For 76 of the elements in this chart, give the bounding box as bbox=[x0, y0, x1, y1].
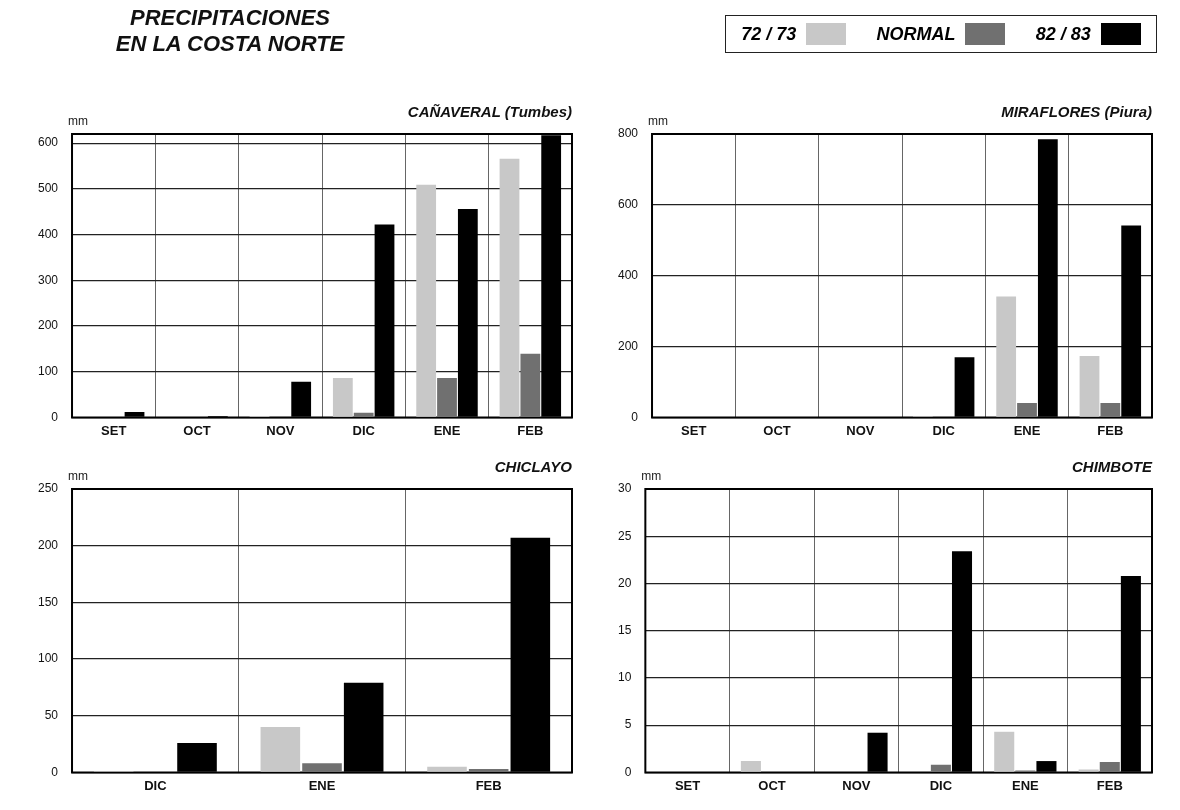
bar bbox=[1099, 762, 1120, 772]
x-tick-label: DIC bbox=[932, 422, 956, 438]
y-tick-label: 400 bbox=[617, 268, 639, 283]
x-tick-label: NOV bbox=[266, 422, 295, 438]
bar bbox=[302, 763, 342, 772]
x-tick-label: FEB bbox=[1096, 777, 1123, 793]
y-tick-label: 200 bbox=[37, 537, 59, 552]
y-axis-title: mm bbox=[68, 469, 89, 484]
y-tick-label: 0 bbox=[51, 409, 59, 424]
bar bbox=[930, 764, 951, 772]
bar bbox=[994, 731, 1015, 772]
legend-label: 72 / 73 bbox=[741, 23, 797, 45]
bar bbox=[416, 184, 437, 417]
x-tick-label: OCT bbox=[758, 777, 786, 793]
y-axis-title: mm bbox=[648, 114, 669, 129]
y-tick-label: 0 bbox=[51, 764, 59, 779]
bar bbox=[740, 761, 761, 772]
y-tick-label: 10 bbox=[617, 670, 632, 685]
y-tick-label: 300 bbox=[37, 272, 59, 287]
y-tick-label: 600 bbox=[37, 135, 59, 150]
x-tick-label: NOV bbox=[842, 777, 871, 793]
x-tick-label: ENE bbox=[1013, 422, 1041, 438]
y-tick-label: 500 bbox=[37, 181, 59, 196]
chart-title: CHIMBOTE bbox=[1072, 458, 1153, 476]
y-axis-title: mm bbox=[68, 114, 89, 129]
chart-subtitle: CAÑAVERAL (Tumbes) bbox=[407, 103, 572, 121]
legend-label: 82 / 83 bbox=[1035, 23, 1091, 45]
bar bbox=[427, 766, 467, 772]
chart-title: CHICLAYO bbox=[494, 458, 573, 476]
bar bbox=[260, 727, 301, 772]
x-tick-label: NOV bbox=[846, 422, 875, 438]
x-tick-label: DIC bbox=[352, 422, 376, 438]
x-tick-label: DIC bbox=[144, 777, 168, 793]
bar bbox=[520, 353, 541, 417]
bar bbox=[437, 378, 457, 417]
y-tick-label: 50 bbox=[44, 708, 59, 723]
chart-title: MIRAFLORES (Piura) bbox=[1001, 103, 1152, 121]
x-tick-label: SET bbox=[674, 777, 701, 793]
x-tick-label: SET bbox=[101, 422, 127, 438]
y-tick-label: 100 bbox=[37, 364, 59, 378]
x-tick-label: ENE bbox=[433, 422, 461, 438]
bar bbox=[332, 378, 353, 417]
x-tick-label: DIC bbox=[929, 777, 953, 793]
bar bbox=[353, 412, 374, 417]
legend-label: NORMAL bbox=[876, 23, 956, 45]
x-tick-label: ENE bbox=[1011, 777, 1040, 793]
y-tick-label: 15 bbox=[617, 623, 632, 638]
y-tick-label: 150 bbox=[37, 594, 59, 609]
y-tick-label: 20 bbox=[617, 575, 632, 590]
y-tick-label: 800 bbox=[617, 126, 639, 141]
x-tick-label: FEB bbox=[1097, 422, 1124, 438]
y-tick-label: 100 bbox=[37, 651, 59, 666]
bar bbox=[1017, 402, 1037, 417]
bar bbox=[996, 296, 1017, 417]
y-axis-title: mm bbox=[641, 469, 662, 484]
x-tick-label: FEB bbox=[475, 777, 502, 793]
y-tick-label: 25 bbox=[617, 528, 632, 543]
x-tick-label: SET bbox=[681, 422, 707, 438]
y-tick-label: 5 bbox=[624, 717, 632, 732]
y-tick-label: 600 bbox=[617, 197, 639, 212]
x-tick-label: FEB bbox=[517, 422, 544, 438]
bar bbox=[499, 158, 520, 417]
x-tick-label: ENE bbox=[308, 777, 336, 793]
y-tick-label: 200 bbox=[617, 338, 639, 353]
bar bbox=[1100, 402, 1121, 417]
y-tick-label: 200 bbox=[37, 318, 59, 333]
x-tick-label: OCT bbox=[183, 422, 211, 438]
y-tick-label: 0 bbox=[624, 764, 632, 779]
y-tick-label: 400 bbox=[37, 226, 59, 241]
y-tick-label: 250 bbox=[37, 481, 59, 496]
chart-title: PRECIPITACIONES EN LA COSTA NORTE bbox=[114, 5, 346, 57]
bar bbox=[468, 769, 509, 772]
y-tick-label: 30 bbox=[617, 481, 632, 496]
x-tick-label: OCT bbox=[763, 422, 791, 438]
y-tick-label: 0 bbox=[631, 409, 639, 424]
bar bbox=[1079, 356, 1100, 417]
